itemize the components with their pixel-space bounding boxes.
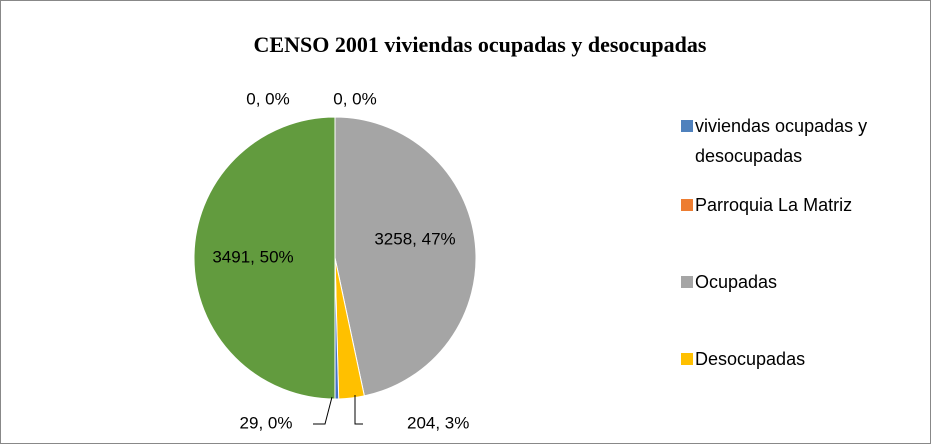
legend-swatch (681, 120, 693, 132)
legend-entry: Desocupadas (695, 349, 806, 369)
legend-entry: Parroquia La Matriz (695, 195, 853, 215)
legend-swatch (681, 199, 693, 211)
data-label: 0, 0% (333, 89, 376, 108)
data-label: 204, 3% (407, 413, 469, 432)
leader-line (313, 396, 333, 425)
legend-entry: viviendas ocupadas y desocupadas (695, 116, 868, 166)
data-label: 0, 0% (246, 89, 289, 108)
data-label: 29, 0% (240, 413, 293, 432)
pie-slice (334, 116, 477, 397)
pie-slice (193, 116, 336, 400)
leader-line (354, 395, 363, 425)
legend-label: viviendas ocupadas y desocupadas (695, 116, 868, 166)
chart-title: CENSO 2001 viviendas ocupadas y desocupa… (254, 32, 707, 57)
legend-label: Parroquia La Matriz (695, 195, 853, 215)
data-label: 3491, 50% (212, 247, 293, 266)
legend-swatch (681, 353, 693, 365)
data-label: 3258, 47% (374, 229, 455, 248)
legend-swatch (681, 276, 693, 288)
legend-label: Ocupadas (695, 272, 778, 292)
legend-label: Desocupadas (695, 349, 806, 369)
legend-entry: Ocupadas (695, 272, 778, 292)
